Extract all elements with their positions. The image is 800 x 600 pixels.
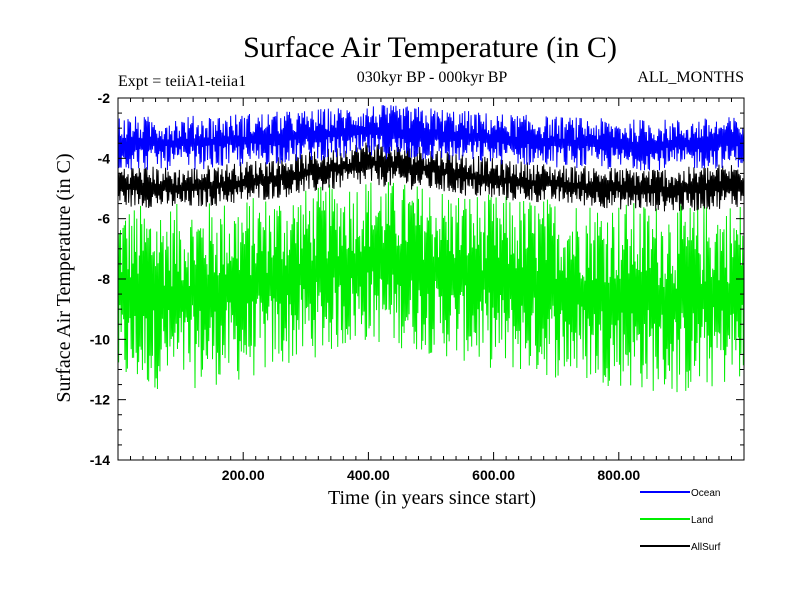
months-label: ALL_MONTHS bbox=[637, 69, 744, 86]
y-tick-label: -12 bbox=[90, 392, 110, 408]
legend: Ocean Land AllSurf bbox=[640, 488, 721, 553]
series-layer bbox=[117, 105, 745, 393]
chart-title: Surface Air Temperature (in C) bbox=[243, 31, 617, 64]
y-tick-label: -10 bbox=[90, 331, 110, 347]
y-axis-label: Surface Air Temperature (in C) bbox=[53, 153, 75, 402]
legend-label-allsurf: AllSurf bbox=[691, 542, 721, 553]
experiment-label: Expt = teiiA1-teiia1 bbox=[118, 73, 246, 90]
y-tick-label: -14 bbox=[90, 452, 110, 468]
legend-label-land: Land bbox=[691, 515, 713, 526]
series-line-land bbox=[117, 182, 745, 393]
legend-label-ocean: Ocean bbox=[691, 488, 720, 499]
y-tick-label: -8 bbox=[98, 271, 111, 287]
y-tick-label: -4 bbox=[98, 150, 111, 166]
y-tick-label: -2 bbox=[98, 90, 111, 106]
x-tick-label: 200.00 bbox=[222, 467, 265, 483]
series-line-allsurf bbox=[117, 142, 745, 212]
axes-layer: 200.00 400.00 600.00 800.00 -2 -4 -6 -8 -10 -12 -1… bbox=[90, 90, 745, 483]
x-axis-label: Time (in years since start) bbox=[328, 487, 536, 509]
y-tick-label: -6 bbox=[98, 211, 111, 227]
x-tick-label: 600.00 bbox=[472, 467, 515, 483]
x-tick-label: 800.00 bbox=[597, 467, 640, 483]
series-line-ocean bbox=[117, 105, 745, 171]
chart-subtitle: 030kyr BP - 000kyr BP bbox=[357, 69, 508, 86]
x-tick-label: 400.00 bbox=[347, 467, 390, 483]
